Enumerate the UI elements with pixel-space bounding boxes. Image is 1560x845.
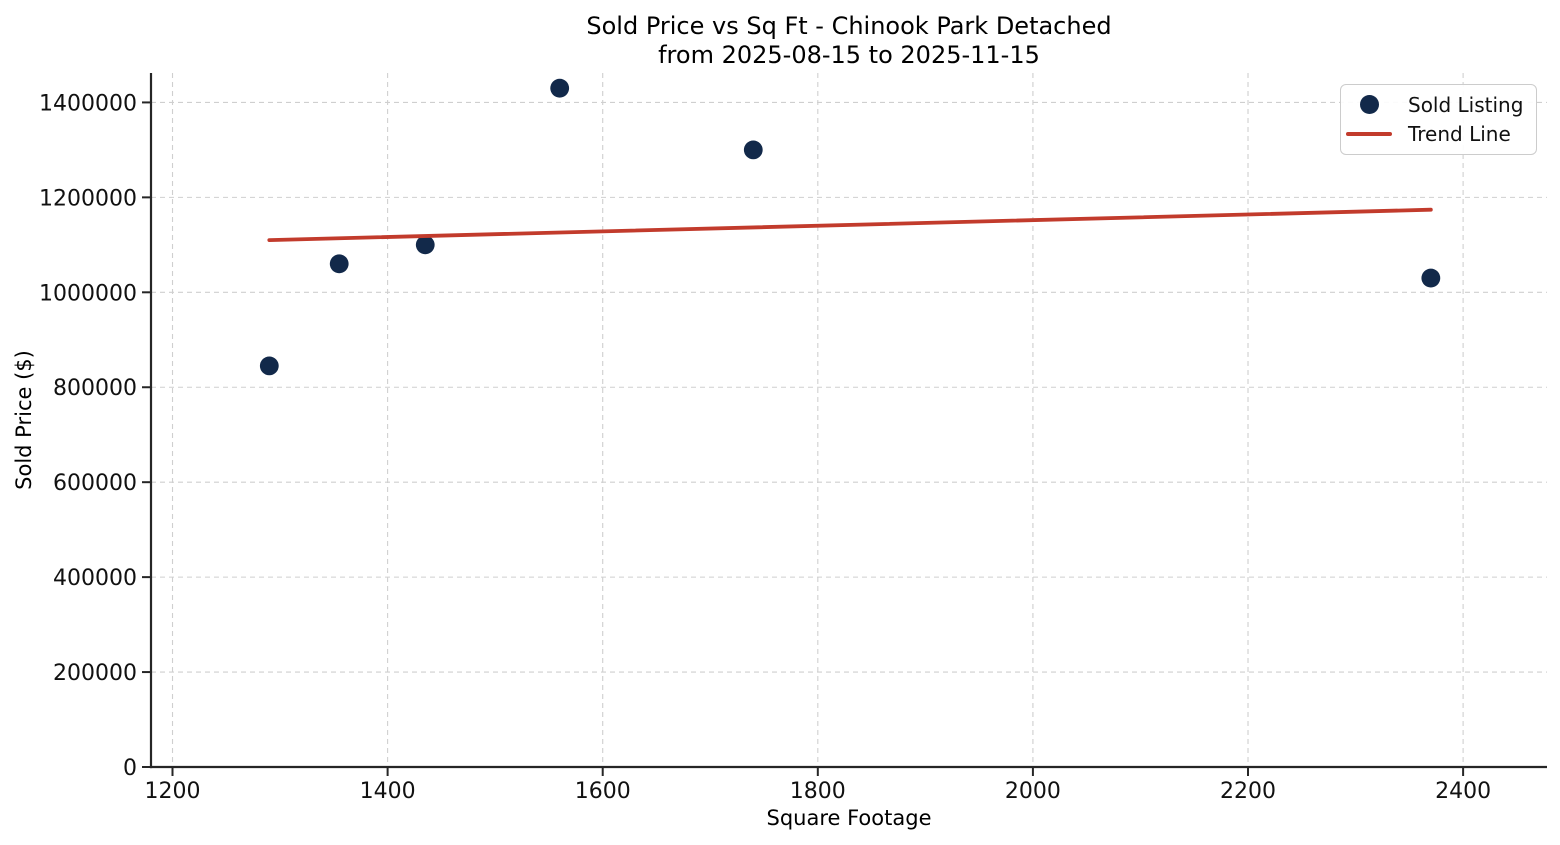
data-point: [415, 235, 435, 255]
legend-handle: [1341, 131, 1397, 136]
chart-title-block: Sold Price vs Sq Ft - Chinook Park Detac…: [151, 12, 1547, 70]
chart-subtitle: from 2025-08-15 to 2025-11-15: [658, 41, 1040, 69]
data-point: [329, 254, 349, 274]
data-point: [1421, 268, 1441, 288]
x-tick-label: 2000: [1005, 779, 1061, 804]
trend-line-sample-icon: [1346, 131, 1392, 136]
x-tick-label: 2200: [1220, 779, 1276, 804]
trend-line: [267, 207, 1433, 242]
y-tick-label: 600000: [53, 471, 137, 496]
y-tick-label: 1200000: [39, 186, 137, 211]
legend-item-trend-line: Trend Line: [1341, 119, 1536, 148]
x-tick-label: 1200: [145, 779, 201, 804]
data-point: [550, 78, 570, 98]
y-tick-label: 1000000: [39, 281, 137, 306]
y-axis-label: Sold Price ($): [12, 350, 36, 490]
x-tick-label: 2400: [1435, 779, 1491, 804]
x-tick-label: 1600: [575, 779, 631, 804]
legend-item-sold-listing: Sold Listing: [1341, 90, 1536, 119]
legend-label: Sold Listing: [1408, 92, 1524, 117]
legend-label: Trend Line: [1408, 121, 1511, 146]
legend: Sold Listing Trend Line: [1340, 84, 1537, 155]
x-tick-label: 1400: [360, 779, 416, 804]
y-tick-label: 400000: [53, 566, 137, 591]
chart-title: Sold Price vs Sq Ft - Chinook Park Detac…: [586, 12, 1112, 40]
legend-handle: [1341, 95, 1397, 114]
y-tick-label: 200000: [53, 661, 137, 686]
data-point: [743, 140, 763, 160]
x-axis-label: Square Footage: [766, 806, 932, 830]
y-tick-label: 1400000: [39, 91, 137, 116]
x-tick-label: 1800: [790, 779, 846, 804]
sold-listing-marker-icon: [1359, 95, 1379, 114]
y-tick-label: 0: [123, 756, 137, 781]
data-point: [259, 356, 279, 376]
y-tick-label: 800000: [53, 376, 137, 401]
